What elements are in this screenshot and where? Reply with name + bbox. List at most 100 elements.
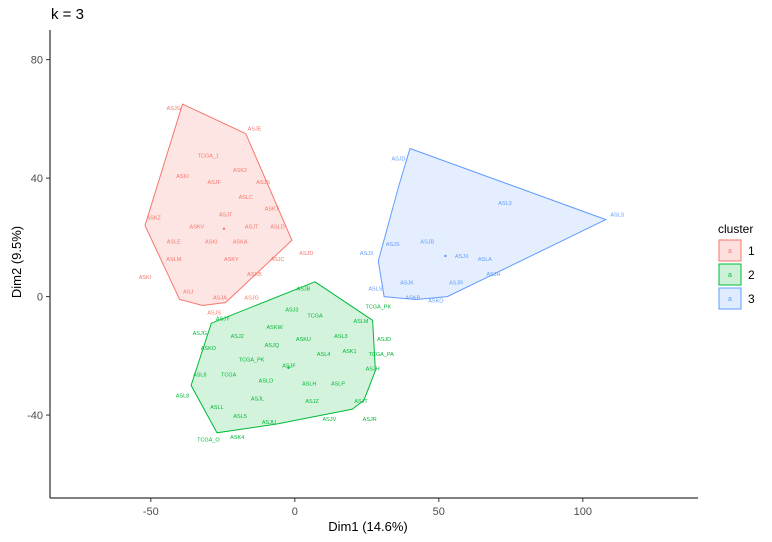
x-tick-label: 50 [433, 506, 445, 518]
point-label: ASJB [420, 239, 434, 245]
cluster-3-center [444, 254, 447, 258]
legend-key-glyph: a [728, 248, 732, 255]
point-label: ASJX [455, 254, 469, 260]
point-label: ASKO [428, 299, 444, 305]
point-label: ASKZ [147, 216, 162, 222]
cluster-hulls [144, 103, 608, 434]
point-label: ASKO [201, 346, 217, 352]
point-label: ASK2 [233, 168, 247, 174]
point-label: ASJG [244, 296, 258, 302]
point-label: ASKI [176, 174, 189, 180]
legend-key-glyph: a [728, 272, 732, 279]
point-label: ASJK [400, 281, 414, 287]
legend-key-3 [718, 287, 742, 310]
cluster-3-hull [377, 147, 608, 301]
point-label: ASJ3 [285, 307, 298, 313]
point-label: ASJS [207, 310, 221, 316]
chart-title: k = 3 [51, 6, 84, 23]
point-label: ASJF [282, 364, 296, 370]
point-label: ASKV [190, 225, 205, 231]
point-label: ASJD [377, 337, 391, 343]
cluster-2-center [287, 366, 290, 369]
point-label: ASJQ [265, 343, 280, 349]
point-label: ASJH [366, 367, 380, 373]
y-axis-title: Dim2 (9.5%) [9, 226, 24, 298]
point-label: ASJV [323, 417, 337, 423]
legend-title: cluster [718, 222, 753, 236]
point-label: ASLM [166, 257, 181, 263]
point-label: ASKY [224, 257, 239, 263]
point-label: ASLC [239, 195, 253, 201]
point-label: TCGA_O [197, 438, 220, 444]
point-label: ASJG [193, 331, 207, 337]
point-label: TCGA [221, 373, 237, 379]
legend: cluster a 1 a 2 a 3 [718, 222, 755, 310]
axes [49, 30, 698, 499]
point-label: ASL4 [317, 352, 330, 358]
point-label: ASJR [449, 281, 463, 287]
point-label: ASLP [331, 381, 345, 387]
point-label: ASKU [296, 337, 311, 343]
legend-key-2 [718, 263, 742, 286]
point-label: ASLL [210, 405, 223, 411]
point-label: ASLD [270, 225, 284, 231]
point-label: ASJY [216, 316, 230, 322]
point-label: ASJD [391, 156, 405, 162]
point-label: ASKA [233, 239, 248, 245]
point-label: ASJ2 [231, 334, 244, 340]
point-label: ASJG [167, 106, 181, 112]
point-label: ASKB [406, 296, 421, 302]
y-tick-label: 0 [37, 292, 43, 304]
legend-label-1: 1 [748, 244, 755, 258]
point-label: ASLS [610, 213, 624, 219]
point-label: ASJR [363, 417, 377, 423]
y-tick-label: 40 [31, 173, 43, 185]
legend-label-2: 2 [748, 268, 755, 282]
point-label: ASKT [265, 207, 280, 213]
point-label: ASL8 [193, 373, 206, 379]
point-label: ASJS [386, 242, 400, 248]
point-label: ASLS [368, 287, 382, 293]
x-tick-label: -50 [143, 506, 159, 518]
point-label: ASJU [262, 420, 276, 426]
y-axis-ticks: -40 0 40 80 [27, 55, 50, 422]
legend-label-3: 3 [748, 292, 755, 306]
point-label: ASKB [247, 272, 262, 278]
point-label: ASJF [207, 180, 221, 186]
point-label: TCGA_PK [239, 358, 265, 364]
point-label: ASJT [245, 225, 259, 231]
point-labels: ASJG ASJE TCGA_1 ASK2 ASKI ASJF ASJS ASLC ASKT AS… [139, 106, 625, 444]
point-label: ASK4 [230, 435, 244, 441]
x-tick-label: 100 [574, 506, 592, 518]
cluster-2-hull [190, 281, 376, 434]
point-label: ASJH [486, 272, 500, 278]
point-label: ASJS [256, 180, 270, 186]
point-label: ASJE [248, 127, 262, 133]
point-label: ASJB [297, 287, 311, 293]
point-label: ASLA [478, 257, 492, 263]
cluster-1-center [222, 227, 226, 230]
point-label: ASKI [139, 275, 152, 281]
point-label: ASJC [270, 257, 284, 263]
point-label: ASJL [251, 396, 264, 402]
point-label: ASLM [354, 319, 369, 325]
point-label: TCGA_1 [198, 153, 219, 159]
point-label: ASL3 [334, 334, 347, 340]
point-label: ASLE [167, 239, 181, 245]
x-axis-ticks: -50 0 50 100 [143, 498, 592, 518]
y-tick-label: -40 [27, 410, 43, 422]
cluster-1-hull [144, 103, 293, 307]
point-label: ASL8 [176, 393, 189, 399]
legend-key-glyph: a [728, 296, 732, 303]
point-label: ASJT [219, 213, 233, 219]
point-label: ASJZ [305, 399, 319, 405]
legend-key-1 [718, 239, 742, 262]
point-label: ASJD [299, 251, 313, 257]
point-label: ASL3 [498, 201, 511, 207]
point-label: ASLH [302, 381, 316, 387]
x-axis-title: Dim1 (14.6%) [328, 519, 407, 534]
point-label: TCGA_PA [369, 352, 395, 358]
point-label: TCGA [307, 313, 323, 319]
point-label: ASKI [205, 239, 218, 245]
